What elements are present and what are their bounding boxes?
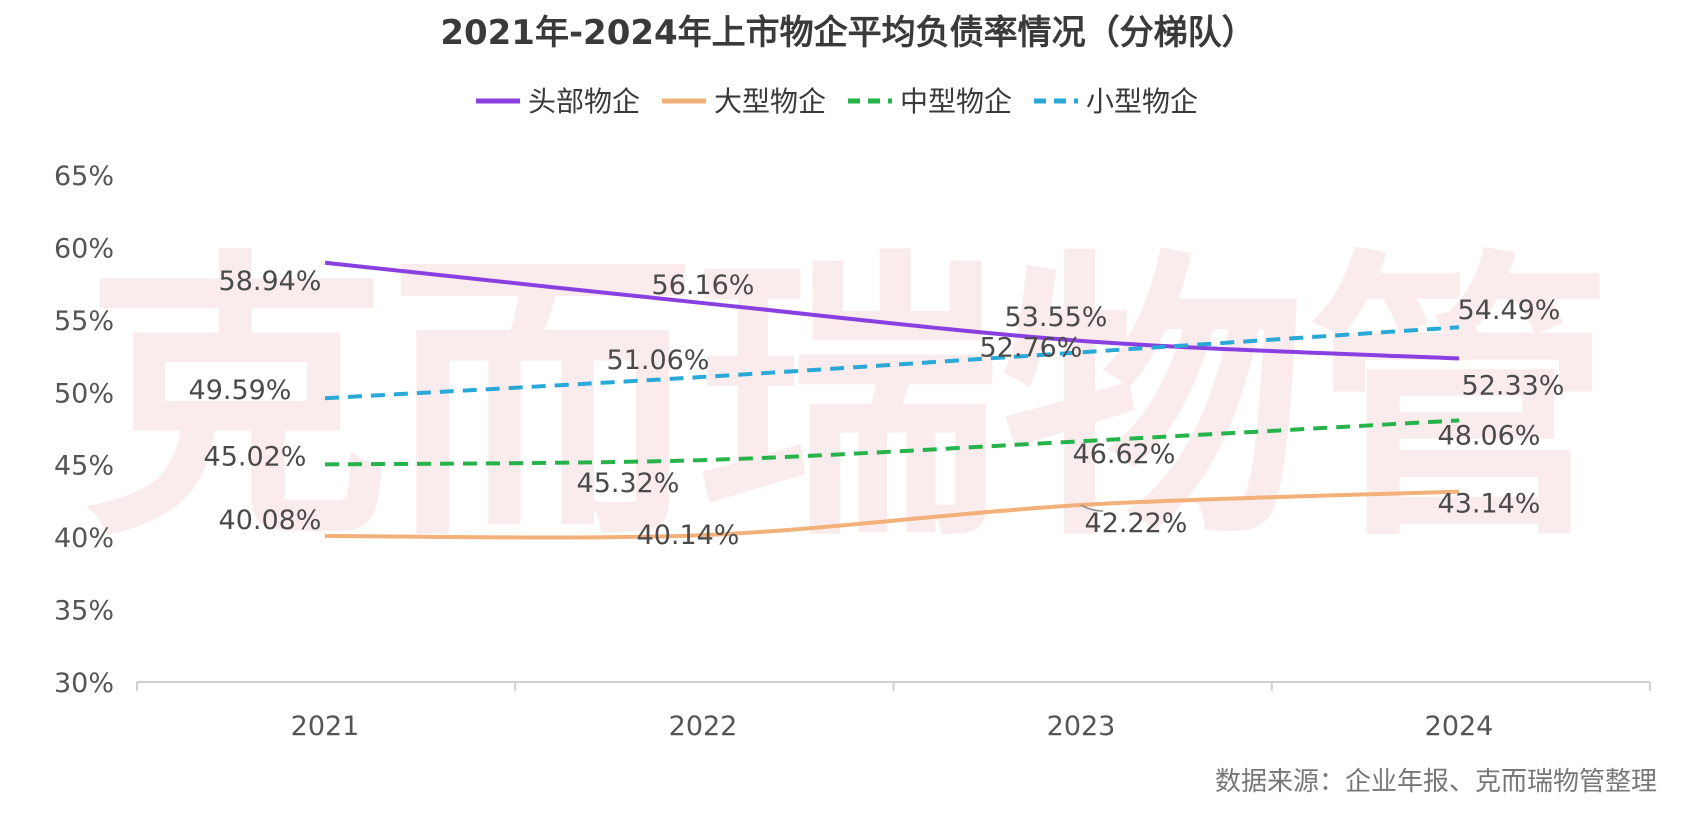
legend-item: 大型物企 [662, 85, 826, 118]
series-line [324, 325, 1460, 401]
series-line [324, 489, 1460, 540]
legend-label: 大型物企 [714, 85, 826, 118]
y-tick-label: 35% [54, 596, 114, 627]
watermark-text: 克而瑞物管 [83, 227, 1613, 576]
data-label: 58.94% [219, 266, 322, 297]
x-tick-label: 2023 [1047, 711, 1116, 742]
x-tick-label: 2021 [291, 711, 360, 742]
x-tick-label: 2022 [669, 711, 738, 742]
series-line [324, 260, 1460, 361]
label-leader-line [1080, 504, 1104, 512]
legend-item: 中型物企 [848, 85, 1012, 118]
data-label: 43.14% [1438, 489, 1541, 520]
legend-item: 小型物企 [1034, 85, 1198, 118]
y-tick-label: 65% [54, 161, 114, 192]
legend-label: 中型物企 [900, 85, 1012, 118]
data-label: 40.08% [219, 505, 322, 536]
data-labels: 58.94% 56.16% 53.55% 52.33% 40.08% 40.14% 42.2… [189, 266, 1565, 551]
y-axis: 30% 35% 40% 45% 50% 55% 60% 65% [54, 161, 114, 699]
data-label: 51.06% [607, 345, 710, 376]
y-tick-label: 50% [54, 378, 114, 409]
data-label: 52.33% [1462, 371, 1565, 402]
data-label: 49.59% [189, 375, 292, 406]
data-label: 40.14% [637, 520, 740, 551]
legend-label: 小型物企 [1086, 85, 1198, 118]
data-label: 45.02% [204, 441, 307, 472]
chart-title: 2021年-2024年上市物企平均负债率情况（分梯队） [440, 13, 1255, 53]
legend-label: 头部物企 [528, 85, 640, 118]
chart-legend: 头部物企 大型物企 中型物企 小型物企 [476, 85, 1198, 118]
source-note: 数据来源：企业年报、克而瑞物管整理 [1215, 767, 1657, 797]
data-label: 46.62% [1073, 439, 1176, 470]
legend-item: 头部物企 [476, 85, 640, 118]
data-label: 53.55% [1005, 302, 1108, 333]
data-label: 56.16% [652, 270, 755, 301]
y-tick-label: 40% [54, 523, 114, 554]
data-label: 42.22% [1085, 508, 1188, 539]
data-label: 52.76% [980, 332, 1083, 363]
data-label: 54.49% [1458, 295, 1561, 326]
series-layer [324, 260, 1460, 540]
x-axis: 2021 2022 2023 2024 [136, 681, 1651, 742]
y-tick-label: 55% [54, 306, 114, 337]
y-tick-label: 30% [54, 668, 114, 699]
y-tick-label: 45% [54, 451, 114, 482]
data-label: 48.06% [1438, 420, 1541, 451]
series-line [324, 418, 1460, 467]
data-label: 45.32% [577, 468, 680, 499]
x-tick-label: 2024 [1425, 711, 1494, 742]
y-tick-label: 60% [54, 233, 114, 264]
